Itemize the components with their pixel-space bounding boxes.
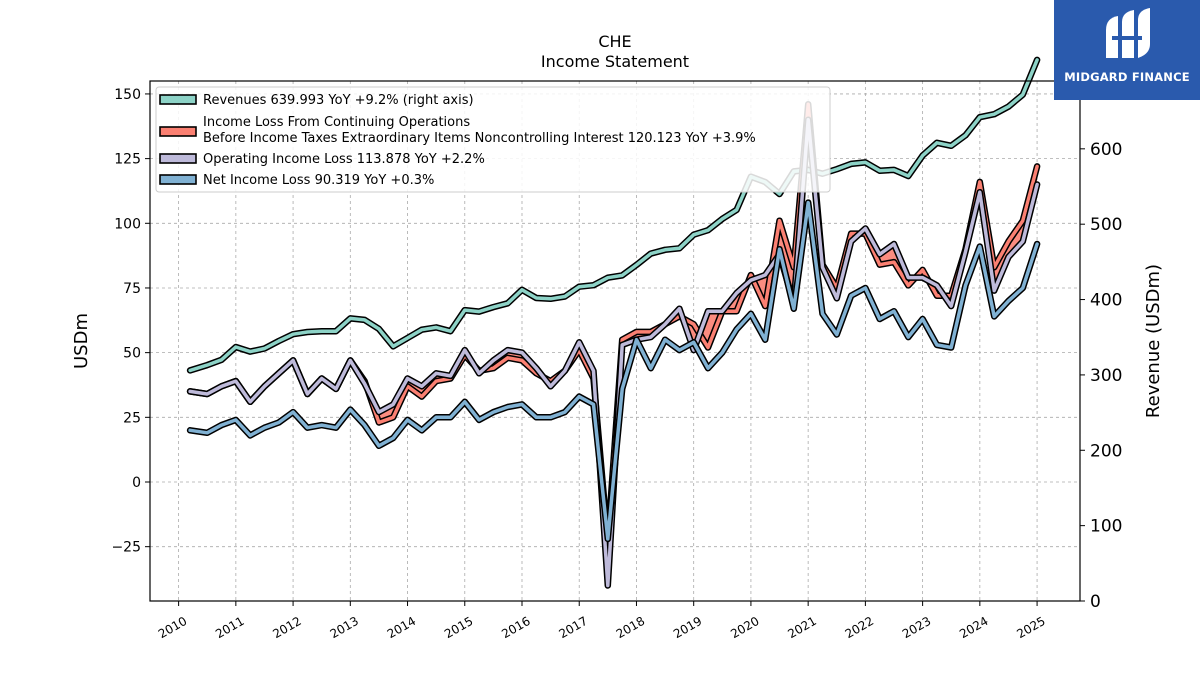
x-tick-label: 2020 [728,614,761,641]
left-axis: −25 0 25 50 75 100 125 150 [111,87,150,556]
legend-label-line: Income Loss From Continuing Operations [203,115,470,130]
x-tick-label: 2012 [270,614,303,641]
left-tick-label: 50 [123,346,141,362]
right-tick-label: 500 [1090,215,1122,235]
legend-swatch-pretax-income [159,126,197,137]
legend-label-net-income: Net Income Loss 90.319 YoY +0.3% [203,173,434,188]
x-tick-label: 2025 [1014,614,1047,641]
legend-swatch-revenues [159,94,197,105]
legend-box [155,86,831,193]
x-tick-label: 2018 [614,614,647,641]
legend-swatch-net-income [159,174,197,185]
legend: Revenues 639.993 YoY +9.2% (right axis) … [155,86,831,193]
brand-name: MIDGARD FINANCE [1064,70,1190,84]
legend-entry-pretax-income: Income Loss From Continuing Operations Be… [159,115,756,146]
plot-frame [149,80,1081,602]
legend-swatch-operating-income [159,153,197,164]
right-tick-label: 400 [1090,291,1122,311]
x-tick-label: 2019 [671,614,704,641]
right-tick-label: 600 [1090,140,1122,160]
x-tick-label: 2013 [328,614,361,641]
x-tick-label: 2014 [385,614,418,641]
midgard-finance-logo: MIDGARD FINANCE [1054,0,1200,100]
x-tick-label: 2017 [557,614,590,641]
series-lines [186,56,1041,589]
chart-title: CHE [598,32,631,51]
legend-label-operating-income: Operating Income Loss 113.878 YoY +2.2% [203,152,485,167]
right-tick-label: 200 [1090,441,1122,461]
logo-mark-icon [1106,8,1150,58]
chart-subtitle: Income Statement [541,52,689,71]
legend-label-pretax-income: Income Loss From Continuing Operations Be… [203,115,756,146]
left-tick-label: 150 [114,87,141,103]
x-tick-label: 2016 [499,614,532,641]
left-tick-label: −25 [111,540,141,556]
x-axis: 2010 2011 2012 2013 2014 2015 2016 2017 2018 2019… [156,601,1048,641]
legend-entry-operating-income: Operating Income Loss 113.878 YoY +2.2% [159,152,485,167]
x-tick-label: 2023 [900,614,933,641]
right-tick-label: 100 [1090,517,1122,537]
left-tick-label: 0 [132,475,141,491]
x-tick-label: 2022 [843,614,876,641]
right-axis: 0 100 200 300 400 500 600 [1080,140,1122,612]
revenues-line [188,58,1039,373]
legend-entry-revenues: Revenues 639.993 YoY +9.2% (right axis) [159,93,474,108]
left-tick-label: 125 [114,152,141,168]
legend-label-line: Before Income Taxes Extraordinary Items … [203,131,756,146]
y-axis-label: USDm [71,313,92,369]
left-tick-label: 25 [123,410,141,426]
x-tick-label: 2015 [442,614,475,641]
x-tick-label: 2010 [156,614,189,641]
x-tick-label: 2011 [213,614,246,641]
right-tick-label: 0 [1090,592,1101,612]
x-tick-label: 2024 [957,614,990,641]
right-tick-label: 300 [1090,366,1122,386]
legend-entry-net-income: Net Income Loss 90.319 YoY +0.3% [159,173,434,188]
left-tick-label: 100 [114,216,141,232]
left-tick-label: 75 [123,281,141,297]
net-income-line [188,200,1039,541]
x-tick-label: 2021 [785,614,818,641]
legend-label-revenues: Revenues 639.993 YoY +9.2% (right axis) [203,93,474,108]
y2-axis-label: Revenue (USDm) [1143,264,1164,418]
